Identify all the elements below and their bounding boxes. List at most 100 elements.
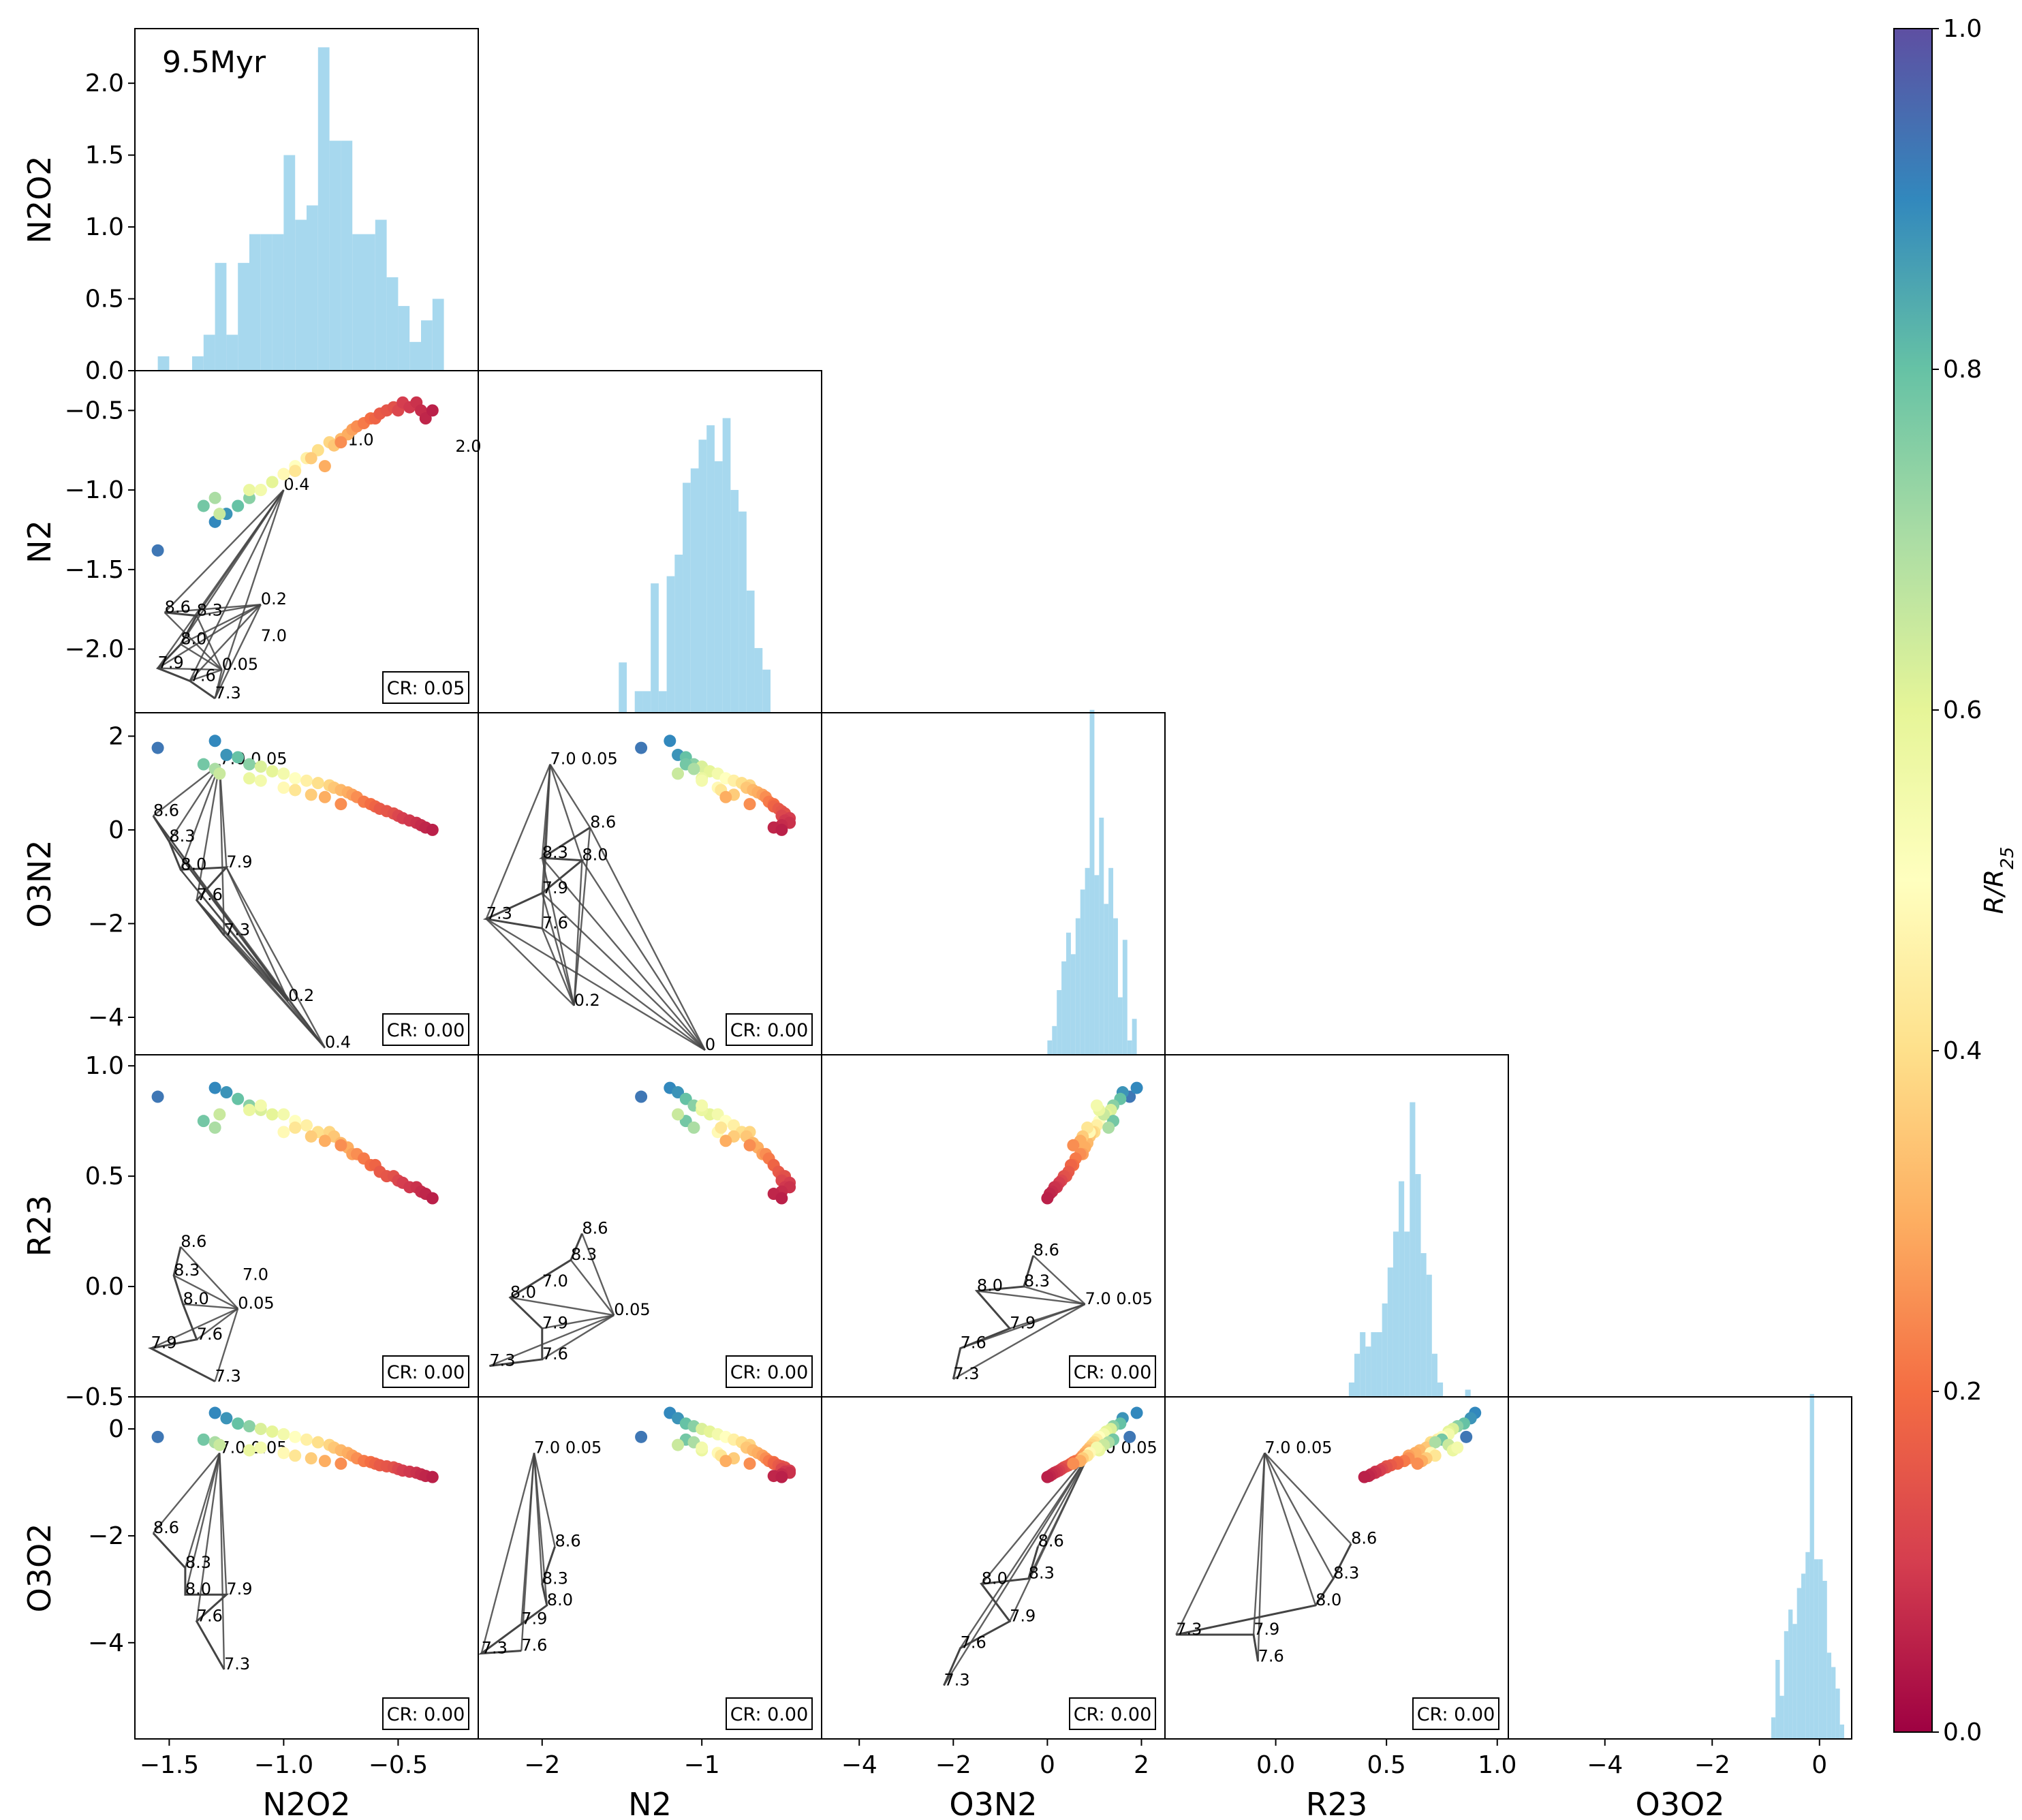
grid-label: 8.3 [542, 1569, 568, 1588]
model-grid-line [180, 604, 262, 645]
hist-bar [634, 691, 643, 713]
cr-label: CR: 0.00 [1417, 1704, 1495, 1725]
hist-bar [746, 590, 755, 713]
model-grid-line [952, 1303, 1086, 1381]
hist-bar [1805, 1552, 1810, 1739]
hist-bar [1809, 1393, 1814, 1739]
data-point [208, 1081, 221, 1094]
data-point [1411, 1457, 1424, 1470]
x-tick-label: −1 [684, 1751, 720, 1779]
hist-bar [706, 425, 715, 713]
model-grid-line [164, 604, 261, 614]
grid-label: 7.6 [1258, 1646, 1284, 1665]
grid-label: 7.9 [158, 653, 184, 673]
grid-label: 7.6 [542, 913, 568, 932]
data-point [151, 544, 164, 557]
model-grid-line [183, 1303, 238, 1310]
grid-label: 8.6 [1351, 1529, 1377, 1548]
grid-label: 0.4 [325, 1033, 351, 1052]
data-point [300, 774, 313, 787]
x-axis-label: O3N2 [949, 1786, 1037, 1820]
panel-N2O2-vs-O3N2: 7.0 0.058.68.38.0 7.97.67.30.20.4CR: 0.00… [21, 712, 479, 1055]
hist-bar [157, 356, 170, 371]
hist-bar [1771, 1717, 1776, 1739]
grid-label: 7.9 [1010, 1606, 1036, 1625]
model-grid-line [486, 918, 706, 1051]
panel-O3N2-vs-R23: 8.6 8.3 8.0 7.0 0.05 7.9 7.6 7.3 CR: 0.00 [821, 1054, 1166, 1398]
model-grid-line [980, 1452, 1091, 1585]
y-tick-label: −4 [88, 1004, 124, 1032]
data-point [318, 1135, 331, 1147]
hist-bar [249, 234, 261, 371]
hist-bar [619, 662, 627, 713]
data-point [743, 798, 756, 811]
model-grid-line [225, 867, 326, 1049]
data-point [687, 1121, 700, 1134]
data-point [254, 1441, 267, 1454]
hist-bar [1420, 1253, 1427, 1397]
y-tick-label: 2.0 [85, 70, 124, 97]
model-grid-line [542, 927, 706, 1051]
y-axis-label: O3N2 [21, 839, 58, 927]
hist-bar [1426, 1274, 1432, 1397]
grid-label: 0.2 [261, 589, 287, 608]
data-point [318, 460, 331, 473]
data-point [305, 788, 317, 801]
hist-bar [1835, 1688, 1840, 1739]
x-tick-label: −2 [935, 1751, 971, 1779]
colorbar-tick-label: 0.6 [1943, 696, 1982, 724]
model-grid-line [482, 827, 591, 929]
colorbar-gradient [1893, 28, 1933, 1733]
model-grid-line [549, 764, 583, 861]
cr-box [382, 671, 469, 704]
grid-label: 7.3 [1176, 1620, 1202, 1639]
y-axis-label: N2O2 [21, 155, 58, 243]
data-point [277, 1428, 290, 1440]
grid-label: 7.0 [243, 1265, 268, 1284]
hist-bar [730, 490, 739, 713]
data-point [243, 758, 255, 771]
grid-label: 8.3 [571, 1245, 597, 1264]
hist-bar [738, 511, 747, 713]
data-point [232, 1092, 245, 1105]
colorbar-tick-label: 0.4 [1943, 1037, 1982, 1065]
model-grid-line [541, 764, 551, 929]
grid-label: 0.05 [614, 1300, 650, 1319]
grid-label: 7.6 [197, 1606, 223, 1625]
hist-bar [1788, 1609, 1793, 1739]
model-grid-line [219, 764, 225, 936]
grid-label: 8.3 [169, 827, 195, 846]
model-grid-line [173, 1274, 238, 1310]
model-grid-line [1264, 1452, 1352, 1545]
grid-label: 8.3 [174, 1261, 200, 1280]
x-axis-label: N2O2 [262, 1786, 350, 1820]
grid-label: 7.0 [542, 1271, 568, 1291]
model-grid-line [155, 611, 216, 700]
hist-bar [1818, 1559, 1823, 1739]
model-grid-line [157, 604, 262, 669]
grid-label: 8.6 [165, 598, 191, 617]
data-point [197, 758, 210, 771]
data-point [719, 1455, 732, 1468]
hist-bar [1779, 1695, 1784, 1739]
data-point [318, 1455, 331, 1468]
cr-box [1069, 1355, 1156, 1388]
hist-bar [1099, 817, 1104, 1055]
cr-box [382, 1355, 469, 1388]
panel-frame [478, 1396, 822, 1740]
hist-bar [409, 341, 421, 371]
data-point [277, 1126, 290, 1139]
hist-bar [215, 262, 227, 371]
cr-label: CR: 0.00 [1074, 1362, 1152, 1383]
data-point [254, 760, 267, 773]
cr-box [726, 1013, 813, 1046]
grid-label: 0.2 [574, 991, 600, 1010]
grid-label: 7.6 [190, 666, 216, 685]
model-grid-line [541, 892, 706, 1051]
data-point [213, 1438, 226, 1451]
y-tick-label: −0.5 [65, 397, 124, 425]
model-grid-line [184, 1453, 221, 1569]
data-point [277, 467, 290, 480]
data-point [311, 777, 324, 790]
